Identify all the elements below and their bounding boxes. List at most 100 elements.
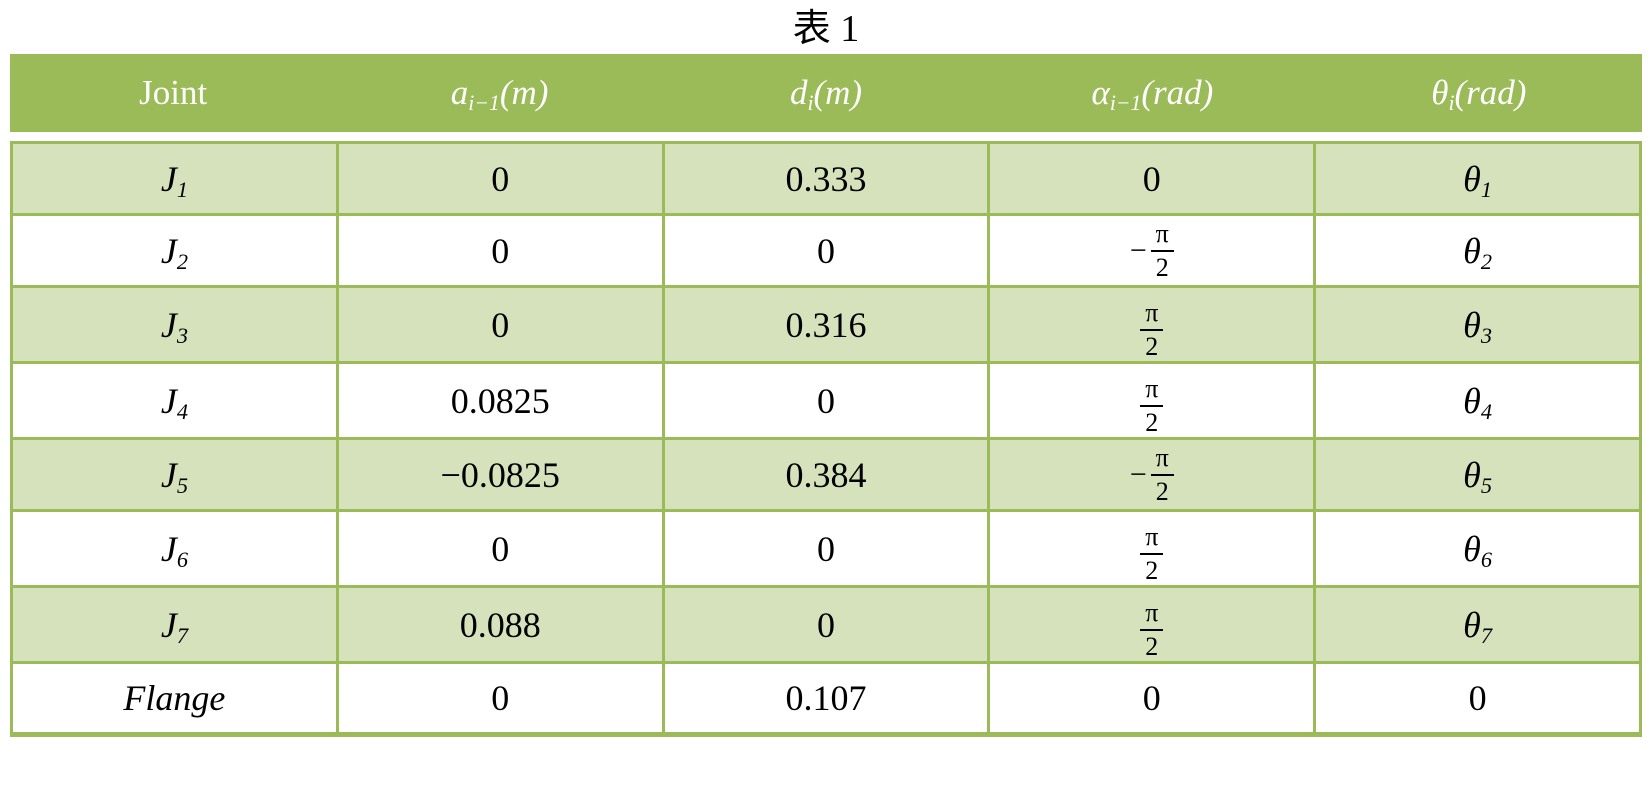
table-cell: 0 xyxy=(661,509,991,588)
subscripted-value: αi−1(rad) xyxy=(1091,73,1214,116)
table-cell: −0.0825 xyxy=(335,437,665,512)
value-subscript: 6 xyxy=(176,546,188,572)
fraction-numerator: π xyxy=(1145,522,1159,551)
table-cell: 0 xyxy=(335,141,665,216)
value-unit: (rad) xyxy=(1141,73,1214,112)
fraction-denominator: 2 xyxy=(1140,329,1164,361)
table-cell: 0 xyxy=(661,213,991,288)
subscripted-value: J2 xyxy=(160,230,188,274)
table-cell: θ5 xyxy=(1313,437,1642,512)
minus-sign: − xyxy=(1129,233,1147,267)
plain-value: 0 xyxy=(491,678,510,718)
value-unit: (rad) xyxy=(1454,73,1527,112)
plain-value: 0.088 xyxy=(459,604,541,645)
plain-value: 0 xyxy=(816,528,835,569)
value-base: J xyxy=(160,304,177,345)
subscripted-value: ai−1(m) xyxy=(450,73,549,115)
fraction-denominator: 2 xyxy=(1140,405,1164,437)
value-subscript: i xyxy=(1448,91,1455,116)
table-row: J1 0 0.333 0 θ1 xyxy=(10,141,1642,216)
table-cell: J2 xyxy=(10,213,339,288)
plain-value: 0 xyxy=(1468,678,1487,718)
header-cell-3: αi−1(rad) xyxy=(989,54,1315,132)
subscripted-value: θ3 xyxy=(1463,305,1493,348)
fraction-numerator: π xyxy=(1145,374,1159,403)
header-cell-2: di(m) xyxy=(663,54,989,132)
plain-value: 0 xyxy=(491,158,510,199)
table-cell: 0 xyxy=(335,285,665,364)
header-cell-1: ai−1(m) xyxy=(336,54,662,132)
value-subscript: i−1 xyxy=(1109,91,1142,116)
table-header-row: Joint ai−1(m) di(m) αi−1(rad) θi(rad) xyxy=(10,54,1642,132)
fraction-denominator: 2 xyxy=(1150,473,1174,506)
table-cell: 0 xyxy=(661,361,991,440)
value-base: α xyxy=(1091,73,1110,112)
subscripted-value: θ4 xyxy=(1463,381,1492,424)
plain-value: 0 xyxy=(491,528,510,569)
plain-value: 0 xyxy=(1142,678,1161,718)
table-cell: 0 xyxy=(987,141,1317,216)
plain-value: 0.0825 xyxy=(450,380,550,421)
fraction-value: − π 2 xyxy=(1130,220,1174,282)
fraction-numerator: π xyxy=(1155,218,1169,248)
value-subscript: 1 xyxy=(1480,176,1493,202)
table-cell: 0 xyxy=(335,509,665,588)
table-row: Flange 0 0.107 0 0 xyxy=(10,661,1642,737)
plain-value: Flange xyxy=(123,678,226,718)
value-unit: (m) xyxy=(499,73,549,112)
header-cell-4: θi(rad) xyxy=(1316,54,1642,132)
value-subscript: 5 xyxy=(1480,472,1493,498)
value-subscript: 7 xyxy=(1480,622,1493,648)
table-cell: θ1 xyxy=(1313,141,1642,216)
plain-value: 0.316 xyxy=(785,304,867,345)
value-subscript: 1 xyxy=(176,176,188,202)
subscripted-value: θ6 xyxy=(1463,529,1493,572)
plain-value: −0.0825 xyxy=(440,454,560,495)
fraction-numerator: π xyxy=(1155,442,1169,472)
value-base: d xyxy=(789,73,808,112)
subscripted-value: J4 xyxy=(160,380,188,424)
table-cell: − π 2 xyxy=(987,437,1317,512)
table-row: J3 0 0.316 π 2 θ3 xyxy=(10,285,1642,364)
fraction-denominator: 2 xyxy=(1140,629,1164,661)
subscripted-value: θ2 xyxy=(1463,231,1493,274)
table-cell: θ6 xyxy=(1313,509,1642,588)
subscripted-value: J1 xyxy=(161,159,188,202)
value-base: a xyxy=(450,73,469,112)
plain-value: Joint xyxy=(139,73,208,112)
value-subscript: 3 xyxy=(1480,322,1493,348)
table-cell: 0 xyxy=(335,213,665,288)
fraction-value: − π 2 xyxy=(1130,444,1174,506)
subscripted-value: J3 xyxy=(160,304,188,348)
value-base: J xyxy=(160,230,177,271)
subscripted-value: di(m) xyxy=(789,73,862,115)
value-base: J xyxy=(160,380,177,421)
table-cell: J1 xyxy=(10,141,339,216)
minus-sign: − xyxy=(1129,457,1147,491)
subscripted-value: J7 xyxy=(161,605,188,648)
subscripted-value: J6 xyxy=(161,529,188,572)
table-cell: θ3 xyxy=(1313,285,1642,364)
value-subscript: 2 xyxy=(176,248,188,274)
dh-parameter-table: Joint ai−1(m) di(m) αi−1(rad) θi(rad) J1 0 0.3… xyxy=(10,54,1642,737)
value-base: θ xyxy=(1463,604,1481,645)
table-cell: 0.0825 xyxy=(335,361,665,440)
table-cell: θ2 xyxy=(1313,213,1642,288)
plain-value: 0.384 xyxy=(785,454,867,495)
subscripted-value: θ5 xyxy=(1463,455,1493,498)
value-subscript: 2 xyxy=(1480,248,1493,274)
table-cell: J4 xyxy=(10,361,339,440)
value-base: θ xyxy=(1431,73,1449,112)
value-base: J xyxy=(160,454,177,495)
table-cell: − π 2 xyxy=(987,213,1317,288)
value-subscript: 7 xyxy=(176,622,188,648)
value-subscript: 6 xyxy=(1480,546,1493,572)
